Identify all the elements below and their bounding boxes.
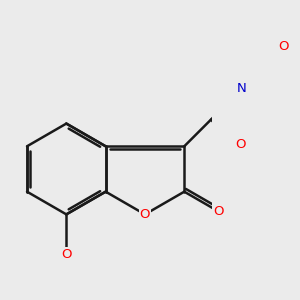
Text: O: O [61, 248, 72, 261]
Text: N: N [237, 82, 247, 95]
Text: O: O [140, 208, 150, 221]
Text: O: O [278, 40, 289, 53]
Text: O: O [235, 138, 246, 151]
Text: O: O [214, 205, 224, 218]
